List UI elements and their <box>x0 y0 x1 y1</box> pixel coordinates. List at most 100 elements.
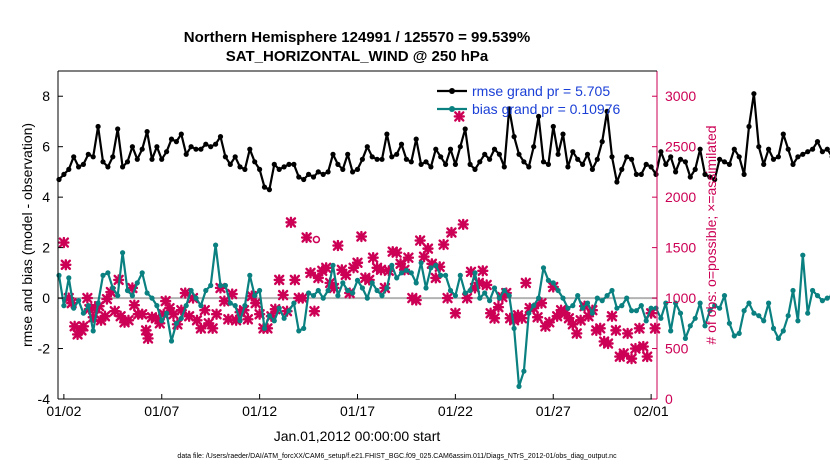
bias-point <box>237 318 243 324</box>
rmse-point <box>71 154 77 160</box>
rmse-point <box>457 144 463 150</box>
bias-point <box>457 272 463 278</box>
obs-assimilated-marker <box>277 289 289 301</box>
rmse-point <box>643 161 649 167</box>
y2-tick-label: 3000 <box>665 88 696 104</box>
obs-assimilated-marker <box>269 303 281 315</box>
y-tick-label: -2 <box>38 341 51 357</box>
rmse-point <box>213 141 219 147</box>
obs-assimilated-marker <box>430 272 442 284</box>
bias-point <box>271 318 277 324</box>
rmse-point <box>105 164 111 170</box>
bias-point <box>756 313 762 319</box>
bias-point <box>584 300 591 306</box>
y2-tick-label: 0 <box>665 391 673 407</box>
rmse-point <box>712 176 718 183</box>
obs-assimilated-marker <box>625 352 638 365</box>
obs-assimilated-marker <box>210 308 223 320</box>
legend-rmse-label: rmse grand pr = 5.705 <box>472 83 610 99</box>
rmse-point <box>526 164 532 170</box>
x-tick-label: 01/02 <box>46 403 81 419</box>
obs-assimilated-marker <box>340 269 352 281</box>
bias-point <box>232 303 238 309</box>
rmse-point <box>805 149 811 155</box>
obs-assimilated-marker <box>488 312 501 324</box>
bias-point <box>369 280 375 286</box>
y2-tick-label: 1500 <box>665 240 696 256</box>
bias-point <box>712 303 718 309</box>
bias-point <box>614 305 620 311</box>
rmse-point <box>188 144 194 150</box>
rmse-point <box>707 174 713 180</box>
bias-point <box>110 285 116 291</box>
obs-assimilated-marker <box>445 226 458 239</box>
bias-point <box>555 287 561 294</box>
rmse-point <box>120 164 126 170</box>
rmse-point <box>751 91 757 97</box>
bias-point <box>736 330 742 336</box>
obs-assimilated-marker <box>99 310 111 322</box>
rmse-point <box>785 146 791 152</box>
rmse-point <box>824 146 830 152</box>
obs-assimilated-marker <box>473 277 485 289</box>
rmse-point <box>673 169 679 175</box>
axes: -4 -2 0 2 4 6 8 0 500 1000 1500 2000 2500 3000 01/02 01… <box>38 70 696 419</box>
y2-axis-label: # of obs: o=possible; ×=assimilated <box>703 125 719 344</box>
bias-point <box>364 295 370 301</box>
bias-point <box>188 287 194 294</box>
y-tick-label: 6 <box>42 139 50 155</box>
rmse-point <box>227 161 233 167</box>
rmse-point <box>506 106 512 112</box>
bias-point <box>408 270 414 276</box>
y2-tick-label: 2000 <box>665 189 696 205</box>
bias-point <box>330 262 336 268</box>
bias-point <box>702 323 708 329</box>
obs-assimilated-marker <box>563 312 575 324</box>
rmse-point <box>252 159 258 165</box>
bias-point <box>100 272 106 278</box>
rmse-point <box>354 166 361 172</box>
bias-point <box>540 265 547 271</box>
bias-point <box>780 328 786 334</box>
obs-assimilated-marker <box>582 310 595 322</box>
bias-point <box>198 303 204 309</box>
rmse-point <box>139 146 145 152</box>
bias-point <box>638 303 644 309</box>
rmse-point <box>374 156 380 162</box>
obs-assimilated-marker <box>253 308 266 320</box>
bias-point <box>398 270 405 276</box>
bias-point <box>129 293 135 299</box>
bias-point <box>115 293 121 299</box>
bias-point <box>159 318 165 324</box>
bias-point <box>677 310 684 316</box>
obs-assimilated-marker <box>422 242 434 255</box>
bias-point <box>193 295 199 301</box>
bias-point <box>721 293 728 299</box>
obs-assimilated-marker <box>300 231 313 244</box>
rmse-point <box>266 187 272 193</box>
rmse-point <box>560 131 566 137</box>
obs-assimilated-marker <box>590 324 603 337</box>
bias-point <box>746 300 752 306</box>
obs-assimilated-marker <box>308 305 321 317</box>
bias-point <box>501 287 507 294</box>
rmse-point <box>800 151 806 157</box>
bias-point <box>550 280 556 286</box>
rmse-point <box>90 154 96 160</box>
rmse-point <box>717 156 723 162</box>
rmse-point <box>638 171 644 177</box>
obs-assimilated-marker <box>273 274 285 286</box>
bias-point <box>413 280 419 286</box>
rmse-point <box>247 146 253 152</box>
y-tick-label: 0 <box>42 290 50 306</box>
obs-assimilated-marker <box>375 264 387 276</box>
bias-point <box>227 300 233 306</box>
bias-point <box>213 242 219 248</box>
obs-assimilated-marker <box>629 342 642 355</box>
rmse-point <box>501 164 507 170</box>
bias-point <box>697 300 703 306</box>
bias-point <box>682 335 689 341</box>
y2-tick-label: 500 <box>665 341 689 357</box>
obs-assimilated-marker <box>63 292 75 304</box>
rmse-point <box>663 161 669 167</box>
